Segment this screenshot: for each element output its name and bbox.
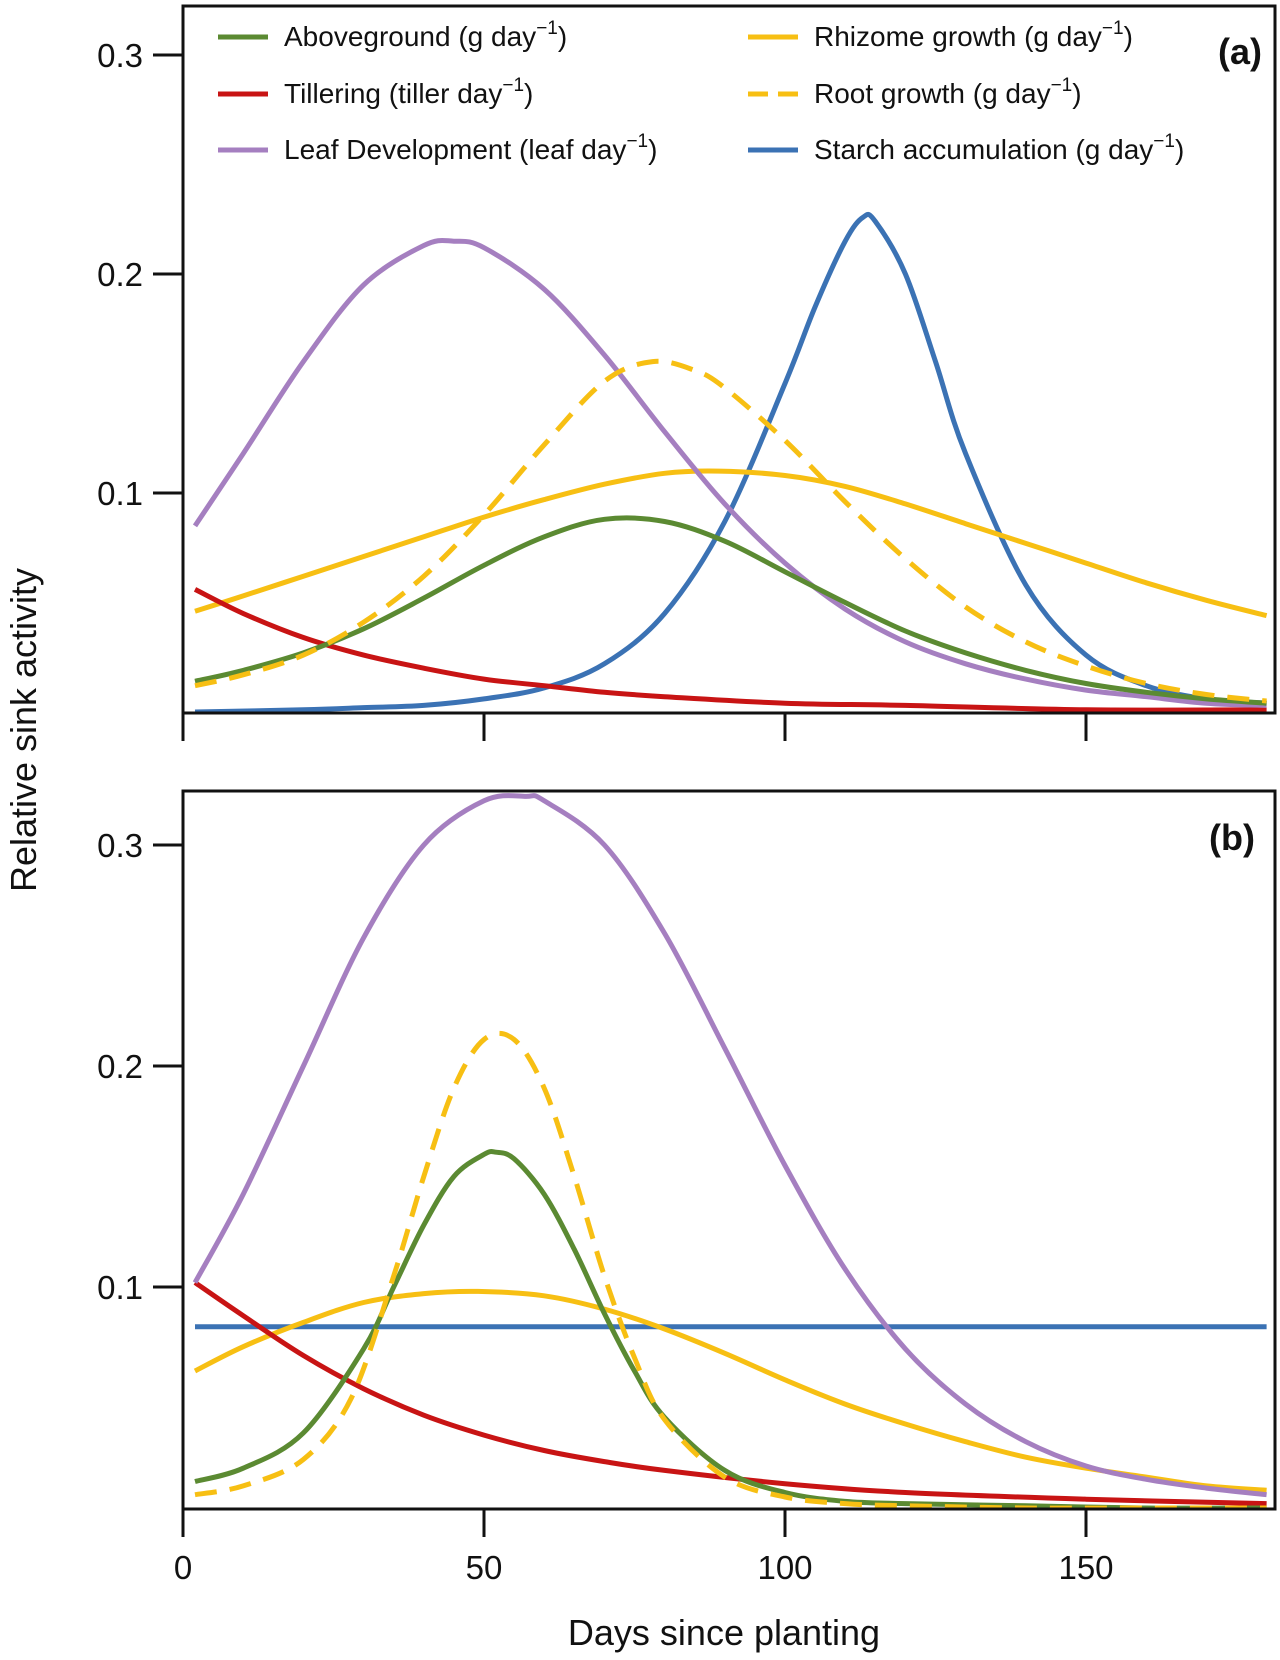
legend-label: Leaf Development (leaf day−1) (284, 131, 657, 165)
x-ticks-b: 0 50 100 150 (174, 1509, 1114, 1586)
x-tick-label: 50 (466, 1549, 503, 1586)
legend: Aboveground (g day−1) Tillering (tiller d… (218, 18, 1184, 165)
series-line-root (194, 358, 1267, 704)
y-tick-label: 0.2 (97, 1048, 143, 1085)
legend-item-rhizome: Rhizome growth (g day−1) (748, 18, 1133, 52)
y-tick-label: 0.1 (97, 475, 143, 512)
panel-label-b: (b) (1209, 817, 1255, 858)
series-line-root (194, 1030, 1267, 1508)
legend-label: Aboveground (g day−1) (284, 18, 567, 52)
plot-frame-a (181, 4, 1277, 715)
series-lines-a (192, 211, 1268, 712)
panel-a: 0.1 0.2 0.3 (a) Aboveground (g day−1) Tille… (97, 4, 1277, 741)
legend-item-leaf: Leaf Development (leaf day−1) (218, 131, 657, 165)
x-tick-label: 150 (1058, 1549, 1113, 1586)
legend-label: Tillering (tiller day−1) (284, 75, 533, 109)
series-line-tillering (193, 1280, 1267, 1507)
series-line-leaf (192, 793, 1267, 1498)
x-ticks-a (181, 713, 1088, 741)
series-line-leaf (192, 237, 1267, 708)
plot-frame-b (181, 789, 1277, 1511)
legend-label: Root growth (g day−1) (814, 75, 1082, 109)
series-line-rhizome (193, 1288, 1267, 1493)
y-ticks-b: 0.1 0.2 0.3 (97, 827, 183, 1306)
y-axis-title: Relative sink activity (3, 568, 44, 892)
y-tick-label: 0.3 (97, 827, 143, 864)
series-line-aboveground (194, 515, 1267, 706)
x-axis-title: Days since planting (568, 1612, 880, 1653)
series-line-starch (194, 211, 1267, 712)
legend-label: Starch accumulation (g day−1) (814, 131, 1184, 165)
x-tick-label: 100 (757, 1549, 812, 1586)
legend-item-root: Root growth (g day−1) (748, 75, 1082, 109)
series-line-tillering (193, 587, 1267, 712)
y-tick-label: 0.3 (97, 37, 143, 74)
y-ticks-a: 0.1 0.2 0.3 (97, 37, 183, 512)
y-tick-label: 0.2 (97, 256, 143, 293)
panel-b: 0.1 0.2 0.3 0 50 100 150 (b) (97, 789, 1277, 1586)
series-lines-b (192, 793, 1267, 1508)
legend-item-starch: Starch accumulation (g day−1) (748, 131, 1184, 165)
panel-label-a: (a) (1218, 31, 1262, 72)
series-line-aboveground (194, 1149, 1267, 1508)
series-line-rhizome (194, 468, 1268, 619)
y-tick-label: 0.1 (97, 1269, 143, 1306)
x-tick-label: 0 (174, 1549, 192, 1586)
legend-item-tillering: Tillering (tiller day−1) (218, 75, 533, 109)
legend-label: Rhizome growth (g day−1) (814, 18, 1133, 52)
legend-item-aboveground: Aboveground (g day−1) (218, 18, 567, 52)
